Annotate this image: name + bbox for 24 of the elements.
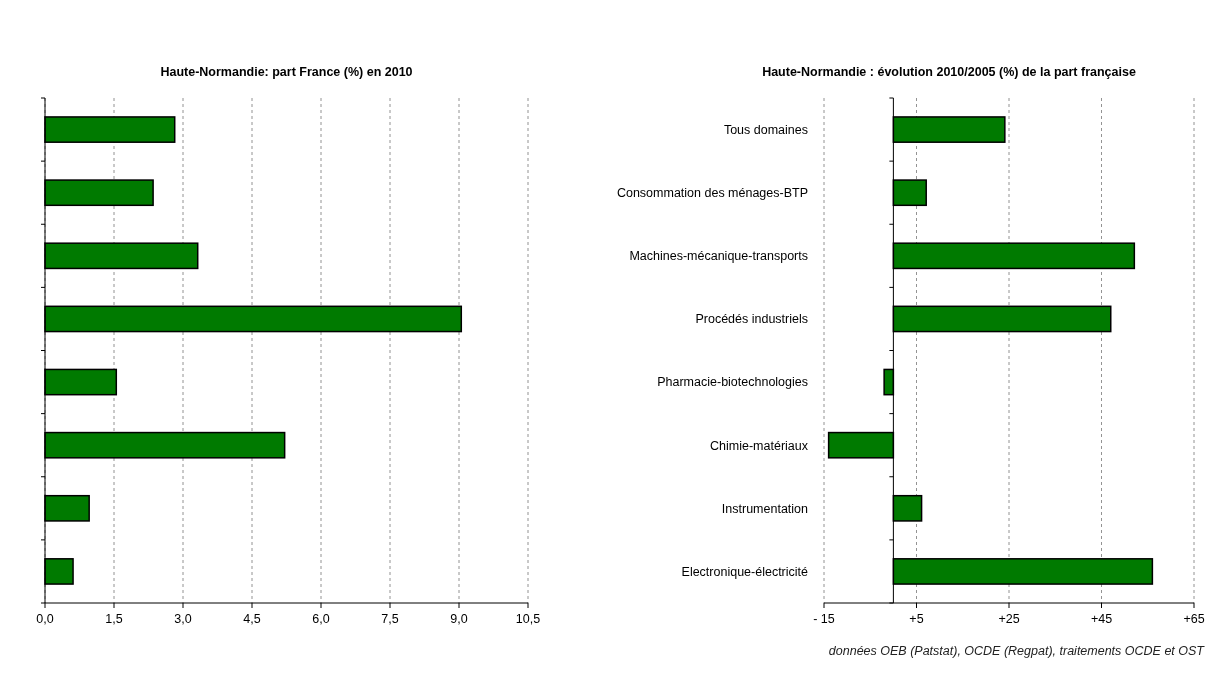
x-tick-label: +25 [998,612,1020,626]
chart-title: Haute-Normandie : évolution 2010/2005 (%) de la part française [762,65,1136,79]
y-tick-label: Instrumentation [721,501,809,516]
y-tick-label: Tous domaines [723,122,808,137]
text: données OEB (Patstat), OCDE (Regpat), traitements OCDE et OST [828,644,1206,658]
x-tick-label: +65 [1183,612,1205,626]
y-tick-label: Chimie-matériaux [710,438,809,453]
x-tick-label: 7,5 [381,612,399,626]
y-tick-label: Pharmacie-biotechnologies [657,375,808,390]
x-tick-label: 0,0 [36,612,54,626]
y-tick-label: Consommation des ménages-BTP [616,186,808,201]
x-tick-label: 1,5 [105,612,123,626]
x-tick-label: 4,5 [243,612,261,626]
x-tick-label: 9,0 [450,612,468,626]
y-tick-label: Procédés industriels [695,312,808,327]
chart-title: Haute-Normandie: part France (%) en 2010 [160,65,413,79]
x-tick-label: - 15 [813,612,835,626]
x-tick-label: +5 [909,612,924,626]
y-tick-label: Electronique-électricité [681,564,809,579]
x-tick-label: 6,0 [312,612,330,626]
x-tick-label: 3,0 [174,612,192,626]
x-tick-label: 10,5 [515,612,541,626]
y-tick-label: Machines-mécanique-transports [629,249,808,264]
x-tick-label: +45 [1090,612,1113,626]
